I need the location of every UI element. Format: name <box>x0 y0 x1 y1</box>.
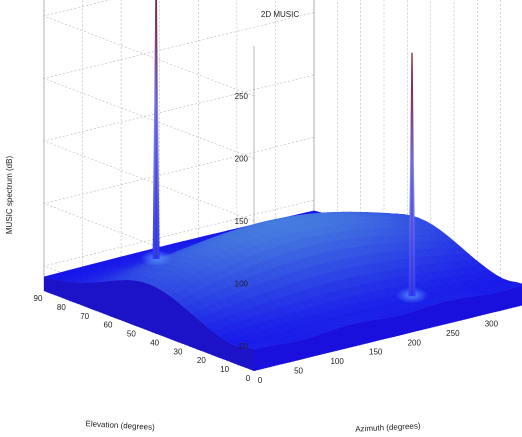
z-tick-label: 100 <box>235 280 249 289</box>
grid-line-value <box>42 12 315 159</box>
y-tick-label: 90 <box>34 294 43 303</box>
y-tick-label: 50 <box>127 330 136 339</box>
surface-side <box>44 276 254 371</box>
x-tick-label: 0 <box>258 376 263 385</box>
y-tick-label: 10 <box>220 365 229 374</box>
y-tick-label: 0 <box>246 374 251 383</box>
x-tick-label: 250 <box>446 329 460 338</box>
peak-layer <box>140 0 428 304</box>
z-tick-label: 200 <box>235 155 249 164</box>
x-tick-label: 150 <box>369 348 383 357</box>
surface-skirt <box>254 285 522 371</box>
axis-ticks: 50 100 150 200 250 0 10 20 30 40 50 60 70 80 90 0 50 100 1… <box>34 92 499 385</box>
y-tick-label: 30 <box>174 347 183 356</box>
y-tick-label: 70 <box>80 312 89 321</box>
x-tick-label: 200 <box>408 338 422 347</box>
x-axis-label: Azimuth (degrees) <box>355 421 421 433</box>
x-tick-label: 300 <box>485 319 499 328</box>
grid-line-value <box>42 74 315 222</box>
y-tick-label: 80 <box>57 303 66 312</box>
surface-plot <box>43 210 522 371</box>
x-tick-label: 100 <box>330 357 344 366</box>
z-tick-label: 50 <box>239 342 248 351</box>
z-tick-label: 250 <box>235 92 249 101</box>
y-axis-label: Elevation (degrees) <box>85 419 155 432</box>
chart-title: 2D MUSIC <box>261 10 299 19</box>
y-tick-label: 20 <box>197 356 206 365</box>
z-tick-label: 150 <box>235 217 249 226</box>
x-tick-label: 50 <box>294 367 303 376</box>
y-tick-label: 60 <box>104 321 113 330</box>
y-tick-label: 40 <box>150 338 159 347</box>
z-axis-label: MUSIC spectrum (dB) <box>5 156 14 235</box>
